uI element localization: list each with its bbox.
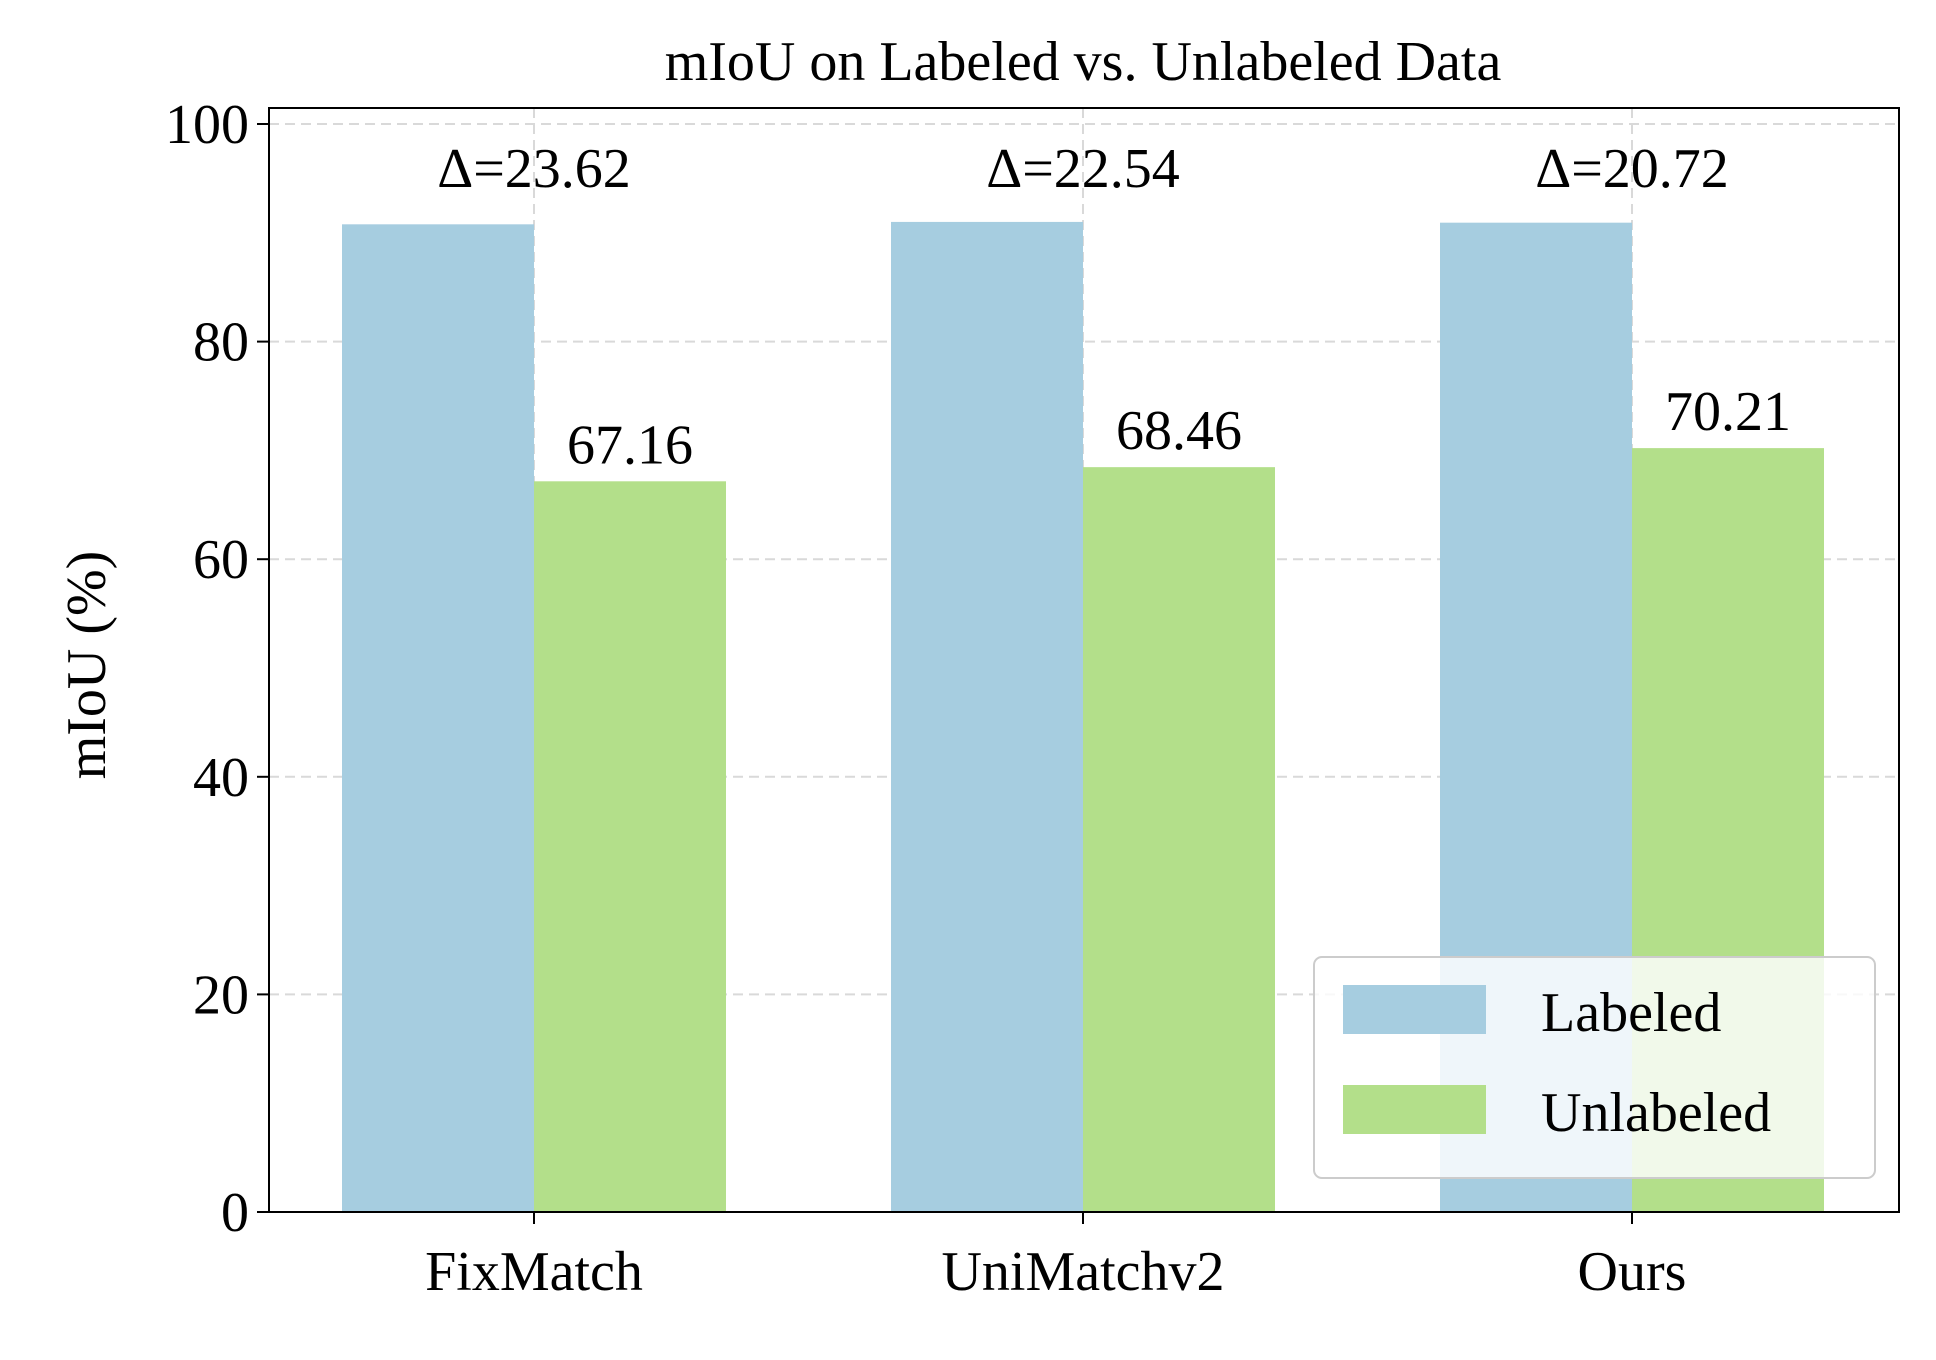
legend-swatch-labeled: [1343, 985, 1486, 1034]
value-label: 67.16: [567, 414, 693, 476]
data-labels: 67.16 68.46 70.21 Δ=23.62 Δ=22.54 Δ=20.72: [437, 138, 1791, 476]
y-tick-label: 80: [193, 312, 249, 374]
legend: Labeled Unlabeled: [1313, 956, 1876, 1179]
delta-label: Δ=22.54: [986, 138, 1180, 200]
y-axis-label: mIoU (%): [56, 551, 118, 780]
legend-swatch-unlabeled: [1343, 1085, 1486, 1134]
bar-labeled-fixmatch: [342, 224, 534, 1212]
y-tick-label: 100: [165, 94, 249, 156]
bar-unlabeled-unimatchv2: [1083, 467, 1275, 1212]
legend-label-unlabeled: Unlabeled: [1541, 1082, 1771, 1144]
bars: [342, 221, 1824, 1213]
delta-label: Δ=23.62: [437, 138, 631, 200]
x-tick-label: UniMatchv2: [941, 1241, 1224, 1303]
legend-label-labeled: Labeled: [1541, 982, 1721, 1044]
delta-label: Δ=20.72: [1535, 138, 1729, 200]
chart-title: mIoU on Labeled vs. Unlabeled Data: [665, 31, 1502, 93]
value-label: 70.21: [1665, 381, 1791, 443]
y-tick-label: 20: [193, 964, 249, 1026]
plot-frame: [268, 107, 1900, 1213]
y-tick-label: 40: [193, 747, 249, 809]
y-tick-label: 0: [221, 1182, 249, 1244]
x-tick-label: FixMatch: [425, 1241, 643, 1303]
axis-ticks: 0 20 40 60 80 100 FixMatch UniMatchv2 Ours: [165, 94, 1686, 1303]
bar-labeled-unimatchv2: [891, 221, 1083, 1213]
y-tick-label: 60: [193, 529, 249, 591]
bar-unlabeled-fixmatch: [534, 481, 726, 1212]
x-tick-label: Ours: [1578, 1241, 1687, 1303]
value-label: 68.46: [1116, 400, 1242, 462]
